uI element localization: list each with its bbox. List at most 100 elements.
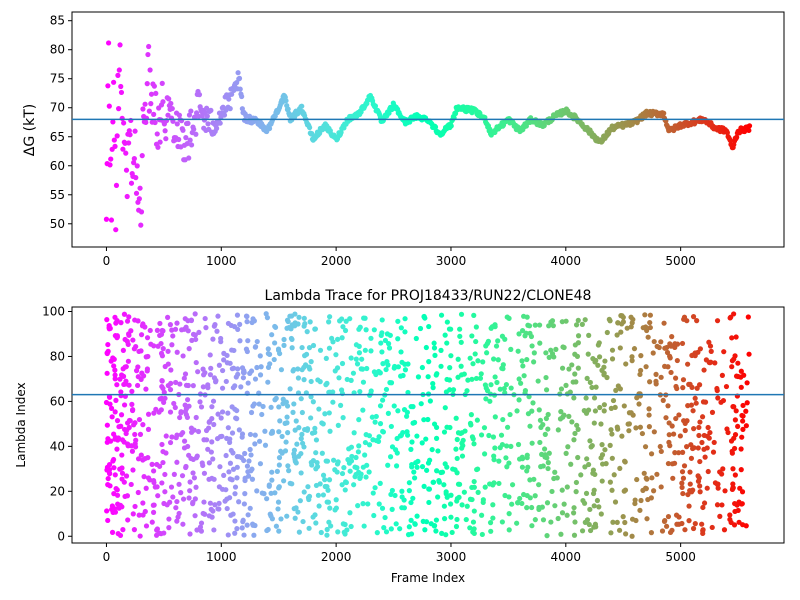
lambda-data-point [118, 389, 124, 395]
lambda-data-point [626, 428, 632, 434]
lambda-data-point [114, 382, 120, 388]
lambda-data-point [487, 520, 494, 526]
lambda-data-point [414, 433, 420, 439]
lambda-data-point [188, 317, 194, 324]
lambda-data-point [442, 461, 448, 467]
lambda-data-point [241, 369, 247, 376]
delta-g-data-point [132, 128, 138, 134]
lambda-data-point [422, 527, 428, 533]
lambda-data-point [391, 403, 397, 409]
lambda-data-point [434, 468, 440, 474]
lambda-data-point [727, 512, 733, 518]
lambda-data-point [714, 481, 721, 488]
lambda-data-point [380, 428, 386, 435]
lambda-data-point [464, 503, 470, 509]
delta-g-data-point [187, 137, 193, 143]
lambda-data-point [688, 442, 694, 448]
lambda-data-point [269, 469, 275, 475]
delta-g-ticks: 0 1000 2000 3000 4000 5000 50 55 60 65 70 75 80 85 [50, 14, 696, 268]
lambda-data-point [455, 374, 461, 380]
lambda-data-point [109, 414, 115, 420]
lambda-data-point [458, 311, 465, 317]
lambda-data-point [707, 343, 714, 349]
lambda-data-point [567, 389, 573, 395]
delta-g-data-point [127, 132, 133, 138]
lambda-data-point [586, 332, 592, 338]
lambda-data-point [326, 410, 332, 416]
lambda-data-point [132, 431, 138, 438]
lambda-data-point [169, 342, 175, 348]
lambda-data-point [297, 498, 303, 504]
delta-g-data-point [163, 136, 169, 142]
delta-g-data-point [151, 83, 157, 89]
lambda-data-point [359, 366, 366, 372]
lambda-data-point [519, 500, 525, 507]
lambda-data-point [192, 311, 198, 317]
lambda-data-point [256, 401, 262, 407]
lambda-data-point [399, 505, 405, 511]
lambda-data-point [248, 409, 255, 416]
lambda-data-point [233, 374, 239, 380]
lambda-data-point [187, 479, 193, 485]
lambda-data-point [609, 347, 616, 353]
delta-g-data-point [144, 81, 150, 87]
lambda-data-point [312, 326, 318, 332]
lambda-data-point [700, 527, 706, 533]
lambda-data-point [141, 474, 147, 480]
lambda-data-point [104, 508, 110, 514]
lambda-data-point [331, 457, 337, 463]
lambda-data-point [573, 322, 580, 328]
delta-g-x-tick-label: 5000 [665, 254, 696, 268]
lambda-data-point [118, 320, 124, 326]
lambda-data-point [387, 332, 393, 338]
lambda-data-point [229, 404, 235, 410]
lambda-data-point [543, 415, 549, 422]
lambda-data-point [658, 448, 664, 455]
lambda-data-point [271, 356, 277, 363]
lambda-data-point [212, 379, 219, 385]
lambda-data-point [256, 438, 263, 444]
lambda-data-point [135, 456, 142, 462]
lambda-data-point [293, 505, 299, 511]
lambda-data-point [210, 336, 216, 342]
lambda-data-point [711, 439, 717, 446]
lambda-x-tick-label: 5000 [665, 550, 696, 564]
lambda-data-point [129, 388, 135, 394]
lambda-data-point [457, 326, 463, 332]
lambda-data-point [286, 468, 292, 474]
lambda-data-point [301, 323, 307, 329]
lambda-data-point [571, 437, 577, 443]
lambda-data-point [700, 504, 706, 511]
lambda-data-point [515, 500, 521, 506]
delta-g-data-point [126, 140, 132, 146]
lambda-data-point [355, 449, 361, 455]
lambda-data-point [593, 357, 599, 364]
lambda-data-point [106, 394, 113, 400]
lambda-data-point [161, 530, 167, 536]
lambda-data-point [335, 529, 341, 535]
lambda-data-point [473, 338, 479, 345]
lambda-data-point [558, 531, 564, 537]
delta-g-data-point [236, 75, 243, 81]
lambda-data-point [138, 332, 145, 338]
lambda-data-point [299, 409, 305, 416]
lambda-data-point [347, 316, 353, 322]
lambda-data-point [537, 439, 543, 446]
lambda-data-point [722, 488, 728, 494]
delta-g-data-point [193, 131, 199, 137]
lambda-data-point [431, 421, 438, 427]
delta-g-data-point [221, 112, 228, 118]
lambda-data-point [643, 364, 649, 370]
lambda-data-point [207, 372, 214, 378]
lambda-data-point [267, 511, 273, 517]
lambda-data-point [637, 371, 643, 378]
lambda-data-point [625, 421, 631, 427]
lambda-data-point [335, 422, 341, 428]
lambda-data-point [646, 412, 652, 418]
lambda-data-point [170, 494, 176, 500]
lambda-x-tick-label: 1000 [206, 550, 237, 564]
delta-g-data-point [180, 127, 186, 133]
lambda-data-point [119, 504, 125, 510]
lambda-data-point [276, 429, 282, 435]
lambda-data-point [420, 518, 426, 524]
